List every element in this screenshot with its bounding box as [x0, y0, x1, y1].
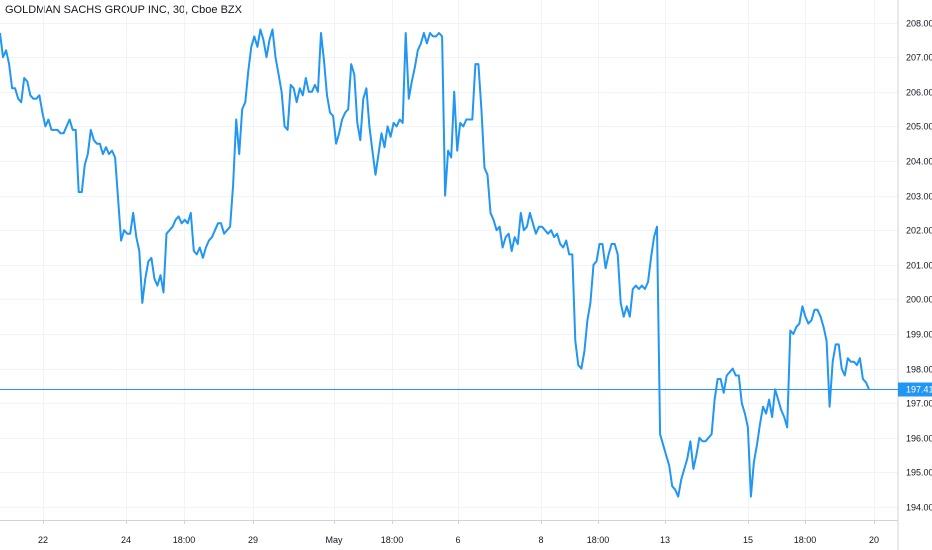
price-tick-label: 205.00 — [906, 122, 932, 132]
price-tick-label: 200.00 — [906, 295, 932, 305]
last-price-badge: 197.41 — [898, 382, 932, 397]
price-tick-label: 206.00 — [906, 88, 932, 98]
price-tick-label: 208.00 — [906, 19, 932, 29]
price-tick-label: 197.00 — [906, 399, 932, 409]
time-tick-label: 18:00 — [587, 535, 610, 545]
time-tick-label: 13 — [660, 535, 670, 545]
price-tick-label: 201.00 — [906, 261, 932, 271]
price-tick-label: 195.00 — [906, 468, 932, 478]
time-tick-label: 18:00 — [381, 535, 404, 545]
price-tick-label: 203.00 — [906, 192, 932, 202]
time-axis[interactable]: 22 24 18:00 29 May 18:00 6 8 18:00 13 15 18:00 20 — [38, 520, 879, 545]
price-tick-label: 194.00 — [906, 503, 932, 513]
price-tick-label: 204.00 — [906, 157, 932, 167]
grid — [0, 0, 898, 520]
time-tick-label: May — [325, 535, 343, 545]
time-tick-label: 8 — [538, 535, 543, 545]
time-tick-label: 29 — [248, 535, 258, 545]
price-tick-label: 196.00 — [906, 434, 932, 444]
price-tick-label: 199.00 — [906, 330, 932, 340]
time-tick-label: 18:00 — [173, 535, 196, 545]
series-line — [0, 28, 870, 498]
last-price-badge-bg — [898, 382, 932, 397]
chart-title: GOLDMAN SACHS GROUP INC, 30, Cboe BZX — [5, 4, 242, 16]
time-tick-label: 24 — [121, 535, 131, 545]
price-tick-label: 202.00 — [906, 226, 932, 236]
time-tick-label: 15 — [743, 535, 753, 545]
price-tick-label: 207.00 — [906, 53, 932, 63]
price-axis[interactable]: 194.00 195.00 196.00 197.00 198.00 199.00 200.… — [906, 19, 932, 513]
time-tick-label: 6 — [455, 535, 460, 545]
time-tick-label: 22 — [38, 535, 48, 545]
price-tick-label: 198.00 — [906, 365, 932, 375]
time-tick-label: 18:00 — [794, 535, 817, 545]
last-price-label: 197.41 — [906, 385, 932, 395]
time-tick-label: 20 — [869, 535, 879, 545]
